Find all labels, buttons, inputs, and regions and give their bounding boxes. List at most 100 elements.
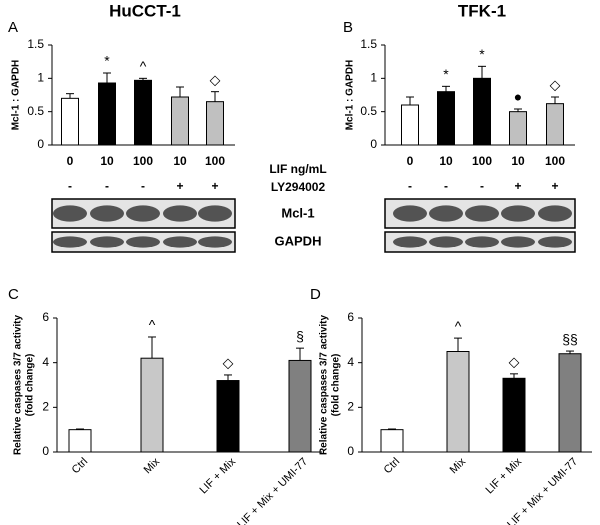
x-tick-label: 10 <box>511 154 525 168</box>
significance-mark: ◇ <box>509 354 520 370</box>
x-tick-label: LIF + Mix <box>197 455 238 496</box>
x-tick-label: 10 <box>173 154 187 168</box>
bar <box>401 104 419 146</box>
treatment-sign: - <box>141 179 145 193</box>
x-tick-label: 10 <box>100 154 114 168</box>
blot-band <box>163 236 197 248</box>
significance-mark: §§ <box>562 331 578 347</box>
blot-band <box>393 236 427 248</box>
y-tick-label: 1.5 <box>360 37 377 51</box>
treatment-sign: - <box>68 179 72 193</box>
blot-band <box>429 236 463 248</box>
y-tick-label: 0 <box>347 444 354 458</box>
treatment-sign: + <box>551 179 558 193</box>
x-tick-label: Ctrl <box>382 456 403 477</box>
chart-title: HuCCT-1 <box>109 1 181 20</box>
y-axis-label: Mcl-1 : GAPDH <box>345 60 356 131</box>
panel-label: A <box>8 19 18 36</box>
bar <box>558 353 582 453</box>
significance-mark: ^ <box>149 317 156 333</box>
bar <box>288 359 312 453</box>
significance-mark: ● <box>514 89 522 105</box>
significance-mark: ^ <box>140 58 147 74</box>
row-label: LY294002 <box>271 180 326 194</box>
bar <box>546 103 564 146</box>
blot-band <box>465 236 499 248</box>
blot-band <box>90 236 124 248</box>
treatment-sign: - <box>444 179 448 193</box>
significance-mark: * <box>479 46 485 62</box>
y-tick-label: 1 <box>37 71 44 85</box>
bar <box>98 82 116 146</box>
x-tick-label: LIF + Mix <box>483 455 524 496</box>
blot-band <box>163 205 197 222</box>
blot-band <box>465 205 499 222</box>
blot-band <box>501 205 535 222</box>
blot-band <box>53 205 87 222</box>
y-tick-label: 1 <box>370 71 377 85</box>
bar <box>437 91 455 146</box>
bar <box>380 429 404 453</box>
panel-label: D <box>310 286 321 303</box>
significance-mark: § <box>296 328 304 344</box>
y-tick-label: 4 <box>347 355 354 369</box>
y-axis-label: Mcl-1 : GAPDH <box>11 60 22 131</box>
y-axis-label: Relative caspases 3/7 activity <box>13 315 24 456</box>
x-tick-label: 0 <box>407 154 414 168</box>
significance-mark: * <box>443 66 449 82</box>
chart-title: TFK-1 <box>458 1 506 20</box>
x-tick-label: LIF + Mix + UMI-77 <box>235 456 310 525</box>
blot-band <box>393 205 427 222</box>
y-tick-label: 2 <box>347 400 354 414</box>
y-tick-label: 4 <box>42 355 49 369</box>
y-tick-label: 0.5 <box>27 104 44 118</box>
significance-mark: * <box>104 53 110 69</box>
treatment-sign: - <box>408 179 412 193</box>
bar <box>502 377 526 453</box>
x-tick-label: Mix <box>142 455 163 476</box>
blot-band <box>126 205 160 222</box>
bar <box>206 101 224 146</box>
y-tick-label: 0 <box>370 137 377 151</box>
y-tick-label: 0 <box>42 444 49 458</box>
treatment-sign: - <box>105 179 109 193</box>
x-tick-label: Mix <box>448 455 469 476</box>
treatment-sign: + <box>176 179 183 193</box>
y-tick-label: 0.5 <box>360 104 377 118</box>
bar <box>509 111 527 146</box>
bar <box>216 380 240 453</box>
bar <box>140 357 164 453</box>
x-tick-label: 100 <box>133 154 153 168</box>
panel-label: C <box>8 286 19 303</box>
y-axis-label: (fold change) <box>25 354 36 417</box>
treatment-sign: + <box>514 179 521 193</box>
y-tick-label: 6 <box>42 310 49 324</box>
bar <box>171 96 189 146</box>
blot-band <box>538 236 572 248</box>
y-tick-label: 1.5 <box>27 37 44 51</box>
x-tick-label: 100 <box>545 154 565 168</box>
treatment-sign: + <box>211 179 218 193</box>
y-tick-label: 2 <box>42 400 49 414</box>
blot-band <box>90 205 124 222</box>
significance-mark: ◇ <box>550 77 561 93</box>
panel-label: B <box>343 19 353 36</box>
y-axis-label: (fold change) <box>331 354 342 417</box>
blot-label: Mcl-1 <box>281 205 314 220</box>
x-tick-label: Ctrl <box>70 456 91 477</box>
y-tick-label: 0 <box>37 137 44 151</box>
y-axis-label: Relative caspases 3/7 activity <box>319 315 330 456</box>
blot-band <box>198 236 232 248</box>
treatment-sign: - <box>480 179 484 193</box>
bar <box>68 429 92 453</box>
x-tick-label: 0 <box>67 154 74 168</box>
blot-band <box>198 205 232 222</box>
blot-band <box>501 236 535 248</box>
significance-mark: ^ <box>455 318 462 334</box>
blot-band <box>429 205 463 222</box>
x-tick-label: 100 <box>472 154 492 168</box>
blot-band <box>126 236 160 248</box>
bar <box>446 351 470 453</box>
significance-mark: ◇ <box>210 71 221 87</box>
